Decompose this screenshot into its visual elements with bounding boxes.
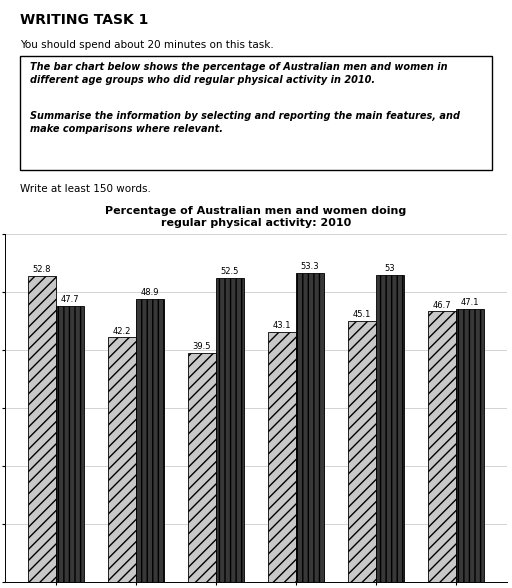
Text: 53: 53	[385, 264, 395, 273]
Bar	[456, 309, 484, 582]
Bar	[188, 353, 216, 582]
Bar	[28, 276, 56, 582]
Text: 45.1: 45.1	[353, 310, 371, 319]
Text: Write at least 150 words.: Write at least 150 words.	[20, 184, 151, 194]
Text: 47.1: 47.1	[461, 298, 479, 308]
Text: The bar chart below shows the percentage of Australian men and women in
differen: The bar chart below shows the percentage…	[30, 62, 448, 85]
Text: 46.7: 46.7	[433, 300, 452, 310]
Text: 43.1: 43.1	[273, 322, 291, 330]
Text: 53.3: 53.3	[301, 262, 319, 271]
Text: 47.7: 47.7	[60, 295, 79, 304]
Text: 48.9: 48.9	[141, 288, 159, 297]
Bar	[296, 273, 324, 582]
Bar	[348, 320, 376, 582]
Bar	[268, 332, 296, 582]
FancyBboxPatch shape	[20, 56, 492, 171]
Bar	[56, 306, 84, 582]
Text: Summarise the information by selecting and reporting the main features, and
make: Summarise the information by selecting a…	[30, 111, 460, 134]
Title: Percentage of Australian men and women doing
regular physical activity: 2010: Percentage of Australian men and women d…	[105, 206, 407, 228]
Bar	[216, 278, 244, 582]
Bar	[428, 311, 456, 582]
Bar	[136, 299, 164, 582]
Text: 39.5: 39.5	[193, 342, 211, 352]
Text: 42.2: 42.2	[113, 327, 131, 336]
Text: WRITING TASK 1: WRITING TASK 1	[20, 13, 148, 26]
Bar	[376, 275, 404, 582]
Text: 52.8: 52.8	[33, 265, 51, 274]
Text: You should spend about 20 minutes on this task.: You should spend about 20 minutes on thi…	[20, 40, 274, 50]
Text: 52.5: 52.5	[221, 267, 239, 276]
Bar	[108, 338, 136, 582]
